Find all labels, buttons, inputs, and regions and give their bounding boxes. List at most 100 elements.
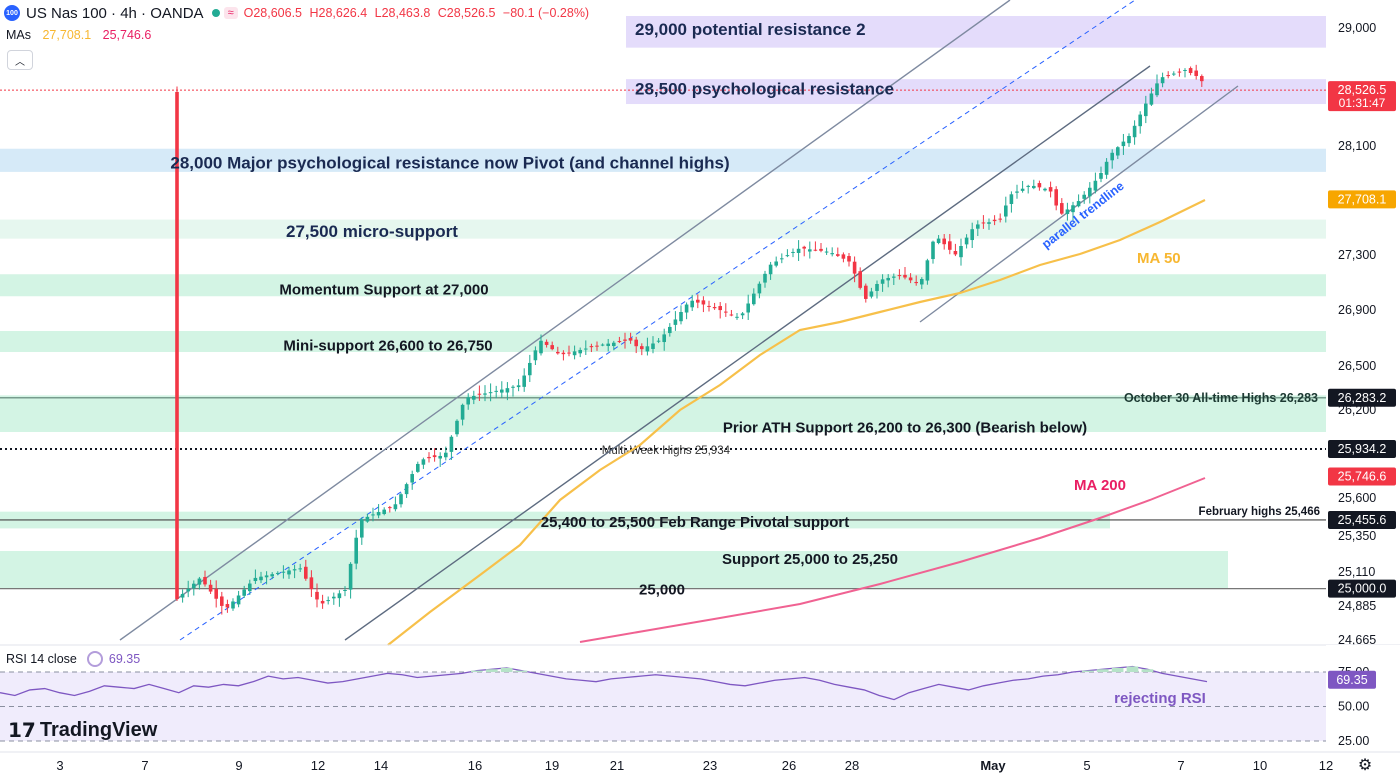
time-tick-label: 3 xyxy=(56,758,63,773)
candle-body xyxy=(953,251,958,255)
candle-body xyxy=(337,593,342,599)
brand-text: TradingView xyxy=(39,719,158,741)
rsi-legend-value: 69.35 xyxy=(108,652,141,666)
candle-body xyxy=(684,304,689,313)
candle-body xyxy=(1188,68,1193,73)
candle-body xyxy=(998,218,1002,220)
channel-upper-line xyxy=(119,0,1011,641)
rsi-tick-label: 25.00 xyxy=(1338,734,1369,748)
candle-body xyxy=(505,388,510,393)
candle-body xyxy=(477,393,482,395)
candle-body xyxy=(326,600,330,602)
candle-body xyxy=(735,316,739,318)
candle-body xyxy=(970,229,974,241)
candle-body xyxy=(253,577,258,582)
rsi-settings-icon[interactable] xyxy=(86,651,103,667)
candle-body xyxy=(539,340,543,354)
time-tick-label: 9 xyxy=(235,758,242,773)
candle-body xyxy=(903,274,907,278)
candle-body xyxy=(438,455,442,459)
candle-body xyxy=(1026,185,1030,187)
tradingview-logo[interactable]: 𝟭𝟳 TradingView xyxy=(8,718,157,743)
candle-body xyxy=(292,569,297,571)
candle-body xyxy=(942,238,946,245)
time-tick-label: 21 xyxy=(610,758,624,773)
candle-body xyxy=(628,338,633,341)
time-tick-label: May xyxy=(980,758,1006,773)
candle-body xyxy=(1149,93,1154,105)
candle-body xyxy=(1071,205,1075,213)
candle-body xyxy=(880,279,885,284)
candle-body xyxy=(270,574,274,577)
candle-body xyxy=(701,300,706,305)
candle-body xyxy=(908,277,913,281)
candle-body xyxy=(819,248,823,251)
candle-body xyxy=(1048,187,1053,192)
candle-body xyxy=(192,583,196,589)
high-value: H28,626.4 xyxy=(309,6,368,20)
price-tick-label: 25,350 xyxy=(1338,529,1376,543)
candle-body xyxy=(696,299,700,303)
candle-body xyxy=(287,570,291,575)
candle-body xyxy=(410,474,414,483)
wave-icon[interactable]: ≈ xyxy=(223,7,238,19)
candle-body xyxy=(612,342,616,347)
time-tick-label: 19 xyxy=(545,758,559,773)
candle-body xyxy=(175,91,179,600)
tradingview-mark-icon: 𝟭𝟳 xyxy=(8,720,36,742)
rsi-legend[interactable]: RSI 14 close 69.35 xyxy=(6,651,140,667)
ma200-line xyxy=(579,477,1206,643)
candle-body xyxy=(724,311,728,313)
candle-body xyxy=(757,283,762,294)
ma200-legend-value: 25,746.6 xyxy=(102,28,152,42)
time-tick-label: 12 xyxy=(1319,758,1333,773)
candle-body xyxy=(276,572,280,574)
rsi-axis-bg xyxy=(1326,645,1400,760)
gear-icon[interactable]: ⚙ xyxy=(1357,757,1373,774)
candle-body xyxy=(589,346,594,348)
candle-body xyxy=(1160,77,1165,84)
level-label-feb: February highs 25,466 xyxy=(1199,506,1320,518)
candle-body xyxy=(315,591,319,600)
candle-body xyxy=(1060,203,1064,214)
candle-body xyxy=(959,246,963,258)
candle-body xyxy=(914,281,918,284)
candle-body xyxy=(376,512,381,516)
candle-body xyxy=(214,588,218,599)
candle-body xyxy=(550,345,554,350)
candle-body xyxy=(494,390,498,392)
candle-body xyxy=(802,246,806,249)
candle-body xyxy=(640,346,644,350)
ma-legend-label: MAs xyxy=(6,28,31,42)
candle-body xyxy=(455,420,459,435)
price-tick-label: 26,500 xyxy=(1338,359,1376,373)
zone-label: Momentum Support at 27,000 xyxy=(279,281,488,298)
level-label-25000: 25,000 xyxy=(639,582,685,599)
price-tag-label: 27,708.1 xyxy=(1338,192,1387,206)
candle-body xyxy=(1054,189,1058,206)
zone-band xyxy=(0,148,1326,172)
time-tick-label: 10 xyxy=(1253,758,1267,773)
price-tag xyxy=(1328,467,1396,486)
collapse-legend-button[interactable]: ︿ xyxy=(7,50,33,70)
candle-body xyxy=(752,293,756,305)
candle-body xyxy=(472,395,476,400)
candle-body xyxy=(925,260,930,281)
candle-body xyxy=(707,305,711,307)
candle-body xyxy=(578,349,582,354)
candle-body xyxy=(533,350,538,361)
candle-body xyxy=(886,277,890,281)
candle-body xyxy=(785,255,790,257)
candle-body xyxy=(931,241,935,260)
candle-body xyxy=(483,393,487,395)
price-tag-label: 26,283.2 xyxy=(1338,391,1387,405)
symbol-title[interactable]: US Nas 100 · 4h · OANDA xyxy=(26,4,204,22)
ma-legend[interactable]: MAs 27,708.1 25,746.6 xyxy=(6,28,151,42)
candle-body xyxy=(847,256,851,262)
time-tick-label: 23 xyxy=(703,758,717,773)
candle-body xyxy=(1032,185,1036,189)
candle-body xyxy=(1110,152,1114,161)
candle-body xyxy=(1020,188,1025,191)
candle-body xyxy=(869,291,874,297)
